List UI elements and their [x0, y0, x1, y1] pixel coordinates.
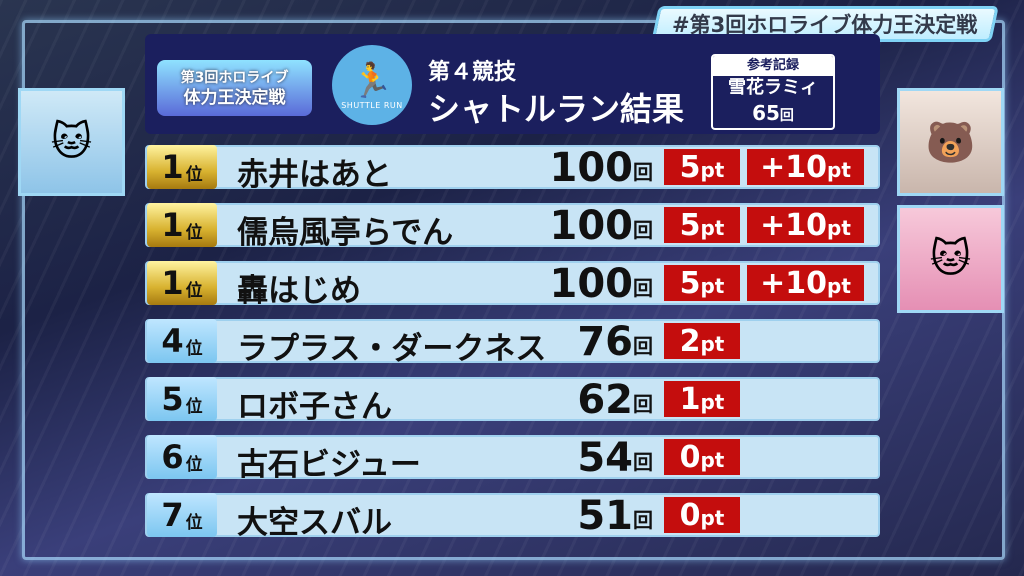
reference-count: 65回: [752, 101, 794, 125]
event-number: 第４競技: [428, 60, 517, 85]
avatar-right-bottom: 🐱: [897, 205, 1004, 313]
count-value: 100 回: [549, 203, 654, 249]
reference-name: 雪花ラミィ: [728, 77, 818, 98]
player-name: 大空スバル: [237, 505, 392, 541]
running-person-icon: 🏃: [350, 60, 394, 101]
player-name: 儒烏風亭らでん: [237, 215, 454, 251]
points-badge: 1 pt: [664, 381, 740, 417]
icon-caption: SHUTTLE RUN: [341, 100, 403, 110]
player-name: 轟はじめ: [237, 273, 361, 309]
reference-record: 参考記録 雪花ラミィ 65回: [711, 54, 835, 130]
points-badge: 0 pt: [664, 439, 740, 475]
results-header: 第3回ホロライブ 体力王決定戦 🏃 SHUTTLE RUN 第４競技 シャトルラン…: [145, 34, 880, 134]
count-value: 54 回: [577, 435, 653, 481]
points-badge: 0 pt: [664, 497, 740, 533]
points-badge: 5 pt: [664, 149, 740, 185]
player-name: 赤井はあと: [237, 157, 392, 193]
event-icon-circle: 🏃 SHUTTLE RUN: [332, 45, 412, 125]
bonus-points-badge: +10 pt: [747, 207, 864, 243]
points-badge: 2 pt: [664, 323, 740, 359]
player-name: 古石ビジュー: [237, 447, 421, 483]
player-name: ラプラス・ダークネス: [237, 331, 547, 367]
bonus-points-badge: +10 pt: [747, 265, 864, 301]
avatar-right-top: 🐻: [897, 88, 1004, 196]
page-title: シャトルラン結果: [428, 90, 685, 128]
reference-label: 参考記録: [713, 56, 833, 76]
count-value: 100 回: [549, 261, 654, 307]
count-value: 76 回: [577, 319, 653, 365]
bonus-points-badge: +10 pt: [747, 149, 864, 185]
avatar-left: 🐱: [18, 88, 125, 196]
points-badge: 5 pt: [664, 265, 740, 301]
points-badge: 5 pt: [664, 207, 740, 243]
player-name: ロボ子さん: [237, 389, 392, 425]
count-value: 100 回: [549, 145, 654, 191]
event-logo: 第3回ホロライブ 体力王決定戦: [157, 60, 312, 116]
count-value: 62 回: [577, 377, 653, 423]
count-value: 51 回: [577, 493, 653, 539]
